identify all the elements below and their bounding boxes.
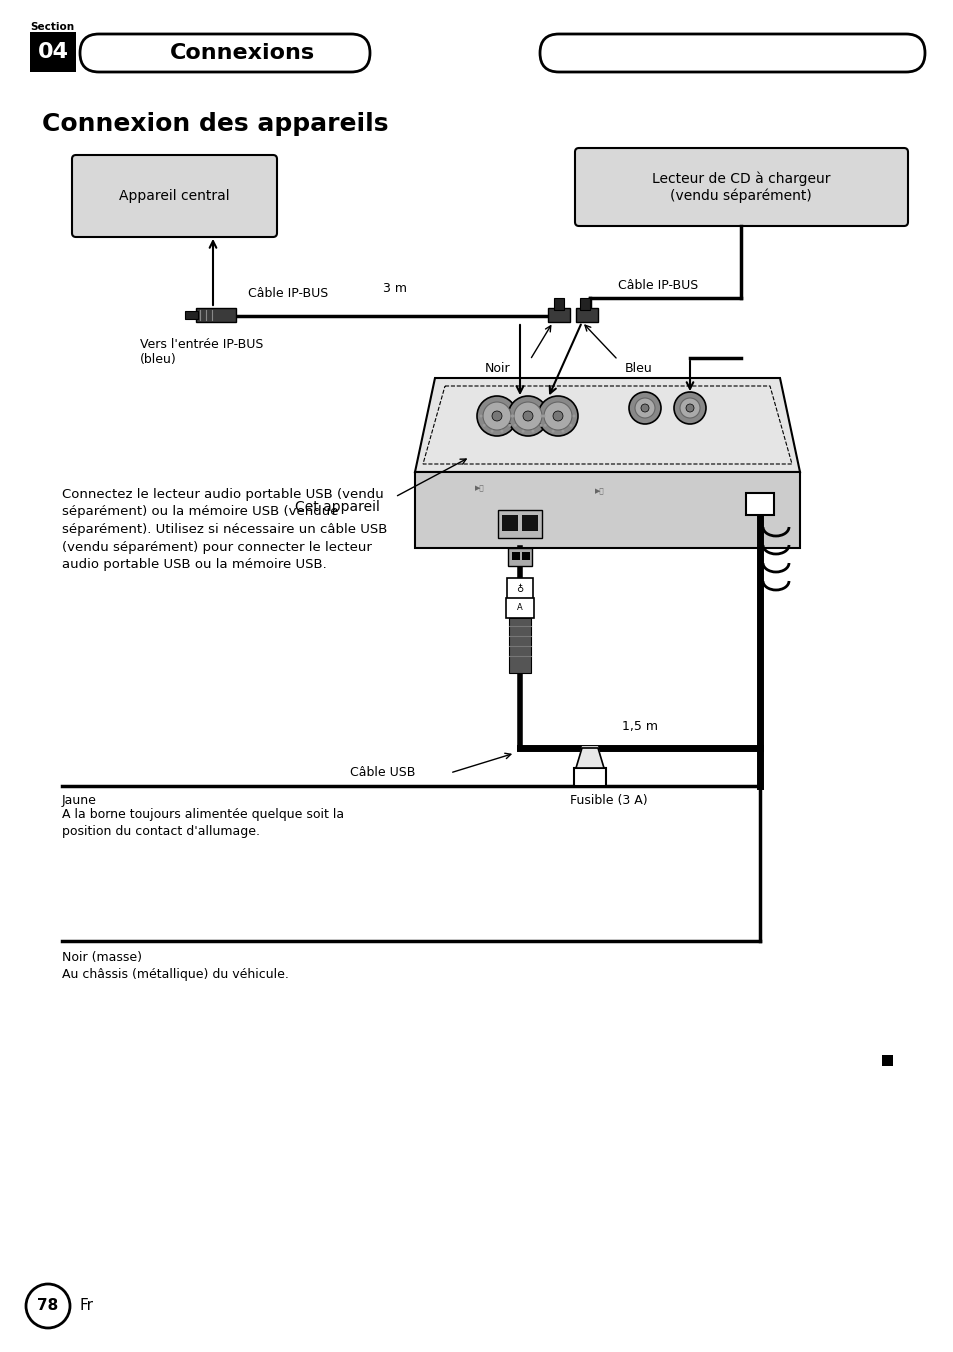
Circle shape	[514, 402, 541, 430]
Bar	[497, 510, 541, 538]
Bar	[882, 1055, 892, 1065]
Text: A la borne toujours alimentée quelque soit la
position du contact d'allumage.: A la borne toujours alimentée quelque so…	[62, 808, 344, 838]
Bar	[521, 552, 530, 560]
Circle shape	[537, 396, 578, 435]
Text: 04: 04	[37, 42, 69, 62]
Circle shape	[553, 411, 562, 420]
FancyBboxPatch shape	[539, 34, 924, 72]
Text: Connectez le lecteur audio portable USB (vendu
séparément) ou la mémoire USB (ve: Connectez le lecteur audio portable USB …	[62, 488, 387, 571]
Bar	[521, 515, 537, 531]
Text: Vers l'entrée IP-BUS
(bleu): Vers l'entrée IP-BUS (bleu)	[140, 338, 263, 366]
Bar	[745, 493, 773, 515]
Circle shape	[522, 411, 533, 420]
Text: Noir (masse)
Au châssis (métallique) du véhicule.: Noir (masse) Au châssis (métallique) du …	[62, 950, 289, 982]
Text: Lecteur de CD à chargeur
(vendu séparément): Lecteur de CD à chargeur (vendu séparéme…	[651, 172, 829, 203]
Circle shape	[542, 415, 545, 418]
Text: 78: 78	[37, 1298, 58, 1314]
Bar	[510, 600, 530, 612]
Circle shape	[26, 1284, 70, 1328]
Text: Câble USB: Câble USB	[350, 767, 415, 780]
Circle shape	[685, 404, 693, 412]
Bar	[505, 598, 534, 618]
Text: Section: Section	[30, 22, 74, 32]
Text: ♁: ♁	[516, 584, 523, 594]
Text: Noir: Noir	[484, 362, 510, 375]
Text: 3 m: 3 m	[382, 283, 407, 295]
Bar	[415, 472, 800, 548]
Circle shape	[561, 430, 564, 433]
Text: 1,5 m: 1,5 m	[621, 721, 658, 733]
Circle shape	[551, 430, 554, 433]
Text: Jaune: Jaune	[62, 794, 97, 807]
Circle shape	[543, 402, 572, 430]
Text: A: A	[517, 603, 522, 612]
Circle shape	[479, 415, 482, 418]
Circle shape	[490, 430, 493, 433]
Bar	[509, 618, 531, 673]
Bar	[554, 297, 563, 310]
Circle shape	[628, 392, 660, 425]
Circle shape	[543, 425, 546, 427]
Text: Appareil central: Appareil central	[118, 189, 229, 203]
Circle shape	[513, 425, 516, 427]
Bar	[512, 552, 519, 560]
Polygon shape	[576, 746, 603, 767]
Circle shape	[635, 397, 655, 418]
Bar	[579, 297, 589, 310]
Text: Connexion des appareils: Connexion des appareils	[42, 112, 388, 137]
Text: Câble IP-BUS: Câble IP-BUS	[248, 287, 328, 300]
Circle shape	[640, 404, 648, 412]
Text: ▶Ⓢ: ▶Ⓢ	[475, 484, 484, 491]
Polygon shape	[576, 748, 603, 768]
Circle shape	[673, 392, 705, 425]
Text: Fusible (3 A): Fusible (3 A)	[569, 794, 647, 807]
Text: Cet appareil: Cet appareil	[294, 500, 379, 514]
FancyBboxPatch shape	[71, 155, 276, 237]
Circle shape	[507, 396, 547, 435]
FancyBboxPatch shape	[575, 147, 907, 226]
Circle shape	[572, 415, 575, 418]
Bar	[506, 579, 533, 600]
Bar	[574, 768, 605, 786]
Circle shape	[508, 425, 511, 427]
Bar	[547, 308, 569, 322]
Bar	[195, 308, 235, 322]
Bar	[185, 311, 198, 319]
Text: ▶Ⓢ: ▶Ⓢ	[595, 487, 604, 493]
Circle shape	[492, 411, 501, 420]
Circle shape	[510, 415, 513, 418]
Bar	[501, 515, 517, 531]
Circle shape	[540, 415, 543, 418]
Text: Fr: Fr	[80, 1298, 94, 1314]
Circle shape	[500, 430, 503, 433]
Text: Connexions: Connexions	[170, 43, 314, 64]
FancyBboxPatch shape	[80, 34, 370, 72]
Circle shape	[531, 430, 534, 433]
Circle shape	[482, 425, 485, 427]
Circle shape	[679, 397, 700, 418]
Circle shape	[569, 425, 572, 427]
Circle shape	[482, 402, 511, 430]
Text: Câble IP-BUS: Câble IP-BUS	[618, 279, 698, 292]
Circle shape	[511, 415, 514, 418]
Bar	[507, 548, 532, 566]
Circle shape	[521, 430, 524, 433]
Bar	[576, 308, 598, 322]
Circle shape	[538, 425, 542, 427]
Text: Bleu: Bleu	[624, 362, 652, 375]
Polygon shape	[415, 379, 800, 472]
Circle shape	[476, 396, 517, 435]
Bar	[30, 32, 76, 72]
